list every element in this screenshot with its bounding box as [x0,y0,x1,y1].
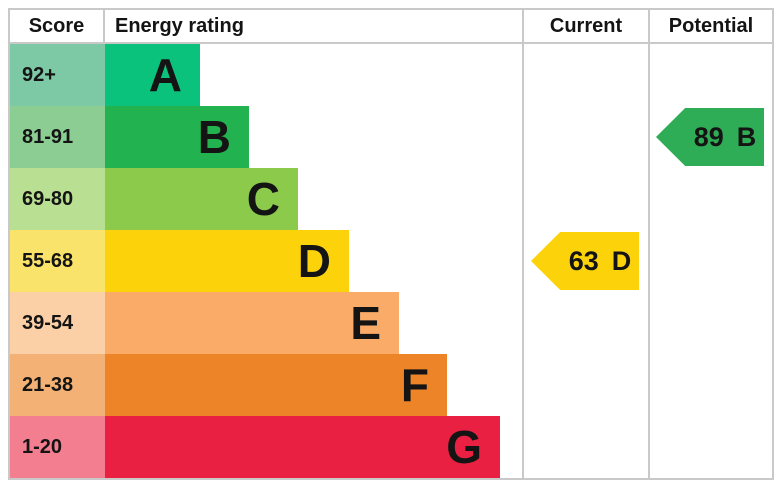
score-range-label: 92+ [10,44,105,106]
band-row-b: 81-91 B [10,106,772,168]
band-row-c: 69-80 C [10,168,772,230]
band-row-f: 21-38 F [10,354,772,416]
potential-score-value: 89 [693,121,724,152]
band-row-a: 92+ A [10,44,772,106]
band-letter: D [297,235,331,287]
current-rating-arrow: 63 D [531,232,639,290]
epc-rows: 92+ A 81-91 B 69-80 C 55-68 D 39-54 E 21-38 F 1-20 G … [10,44,772,478]
band-bar-c: C [105,168,298,230]
band-bar-g: G [105,416,500,478]
header-score: Score [10,10,105,42]
score-range-label: 21-38 [10,354,105,416]
potential-rating-arrow: 89 B [656,108,764,166]
band-letter: A [148,49,182,101]
potential-band-letter: B [736,121,757,152]
score-range-label: 1-20 [10,416,105,478]
current-column-divider [522,44,524,478]
band-letter: C [246,173,280,225]
score-range-label: 69-80 [10,168,105,230]
epc-header-row: Score Energy rating Current Potential [10,10,772,44]
band-letter: F [400,359,429,411]
header-potential: Potential [648,10,772,42]
band-row-d: 55-68 D [10,230,772,292]
epc-table: Score Energy rating Current Potential 92… [8,8,774,480]
band-bar-a: A [105,44,200,106]
band-letter: E [350,297,381,349]
score-range-label: 39-54 [10,292,105,354]
band-bar-e: E [105,292,399,354]
band-bar-d: D [105,230,349,292]
band-row-e: 39-54 E [10,292,772,354]
potential-column-divider [648,44,650,478]
band-bar-f: F [105,354,447,416]
current-score-value: 63 [568,245,599,276]
score-range-label: 81-91 [10,106,105,168]
header-energy-rating: Energy rating [115,14,244,37]
band-letter: G [446,421,482,473]
band-bar-b: B [105,106,249,168]
current-band-letter: D [611,245,632,276]
band-letter: B [197,111,231,163]
score-range-label: 55-68 [10,230,105,292]
band-row-g: 1-20 G [10,416,772,478]
header-current: Current [522,10,648,42]
